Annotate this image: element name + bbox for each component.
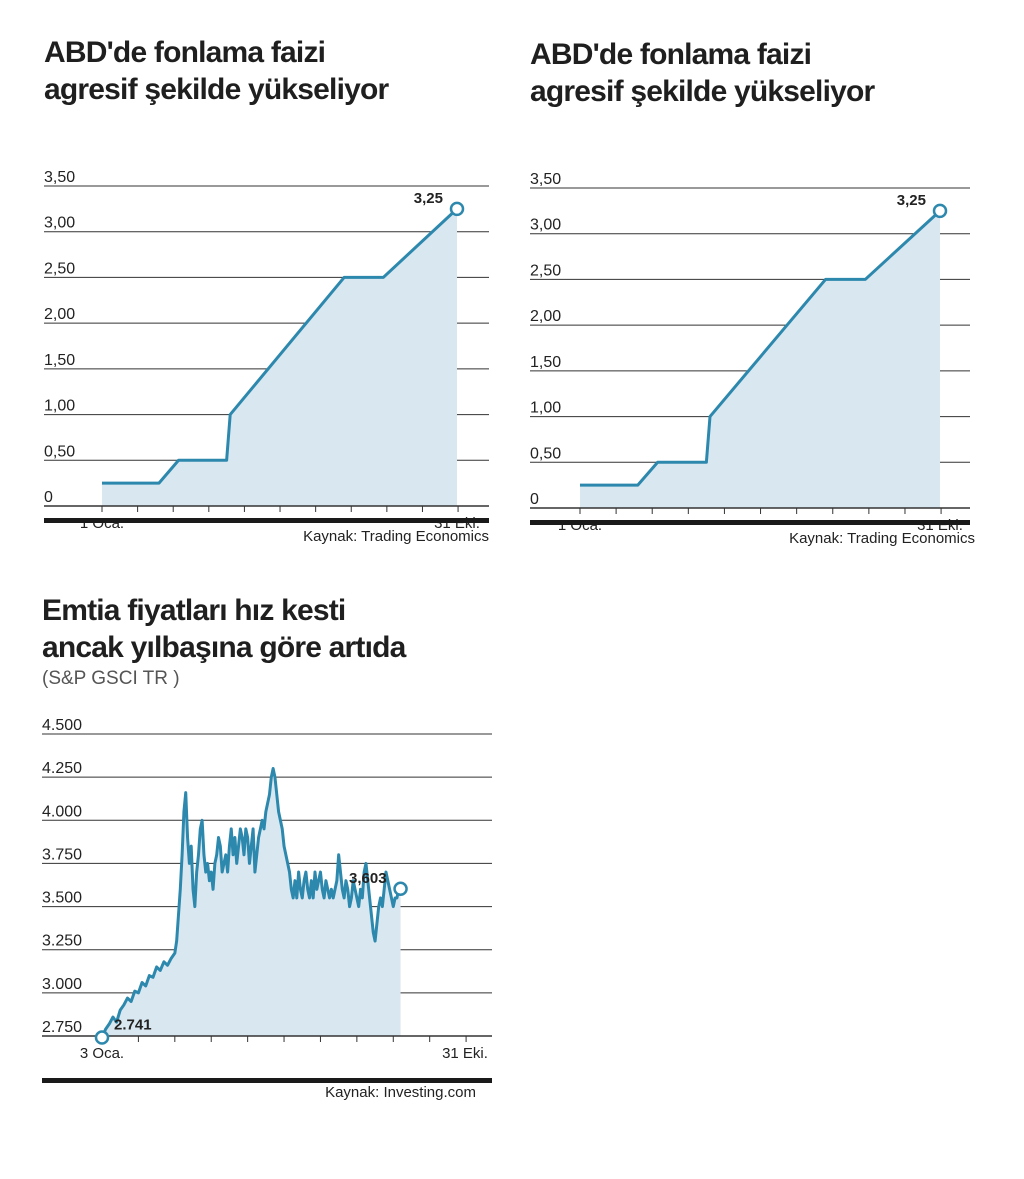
y-tick-label: 3,50: [530, 171, 561, 188]
y-tick-label: 2.750: [42, 1019, 82, 1036]
fed-funds-rate-chart-1: ABD'de fonlama faizi agresif şekilde yük…: [44, 34, 489, 554]
y-tick-label: 3,00: [44, 215, 75, 232]
y-tick-label: 4.500: [42, 717, 82, 734]
y-tick-label: 3.000: [42, 976, 82, 993]
y-tick-label: 4.250: [42, 760, 82, 777]
end-point-marker: [932, 203, 948, 219]
chart-source: Kaynak: Investing.com: [325, 1084, 476, 1101]
chart-title-line-1: ABD'de fonlama faizi: [530, 38, 812, 71]
x-start-label: 3 Oca.: [80, 1045, 124, 1062]
bottom-rule: [530, 520, 970, 525]
x-end-label: 31 Eki.: [442, 1045, 488, 1062]
y-tick-label: 1,00: [44, 398, 75, 415]
x-start-label: 1 Oca.: [80, 515, 124, 532]
y-tick-label: 2,50: [44, 260, 75, 277]
chart-source: Kaynak: Trading Economics: [303, 528, 489, 545]
chart-title-line-1: ABD'de fonlama faizi: [44, 36, 326, 69]
y-tick-label: 0,50: [44, 443, 75, 460]
y-tick-label: 3.500: [42, 890, 82, 907]
chart-subtitle: (S&P GSCI TR ): [42, 668, 180, 689]
y-tick-label: 3.750: [42, 846, 82, 863]
y-tick-label: 1,00: [530, 400, 561, 417]
start-value-label: 2.741: [114, 1017, 152, 1034]
end-value-label: 3,25: [414, 190, 443, 207]
bottom-rule: [42, 1078, 492, 1083]
chart-title-line-2: agresif şekilde yükseliyor: [530, 75, 875, 108]
y-tick-label: 0: [44, 489, 53, 506]
chart-plot: 2.750 3.000 3.250 3.500 3.750 4.000 4.250 4.500…: [42, 717, 492, 1083]
end-value-label: 3,603: [349, 870, 387, 887]
x-start-label: 1 Oca.: [558, 517, 602, 534]
y-tick-label: 0: [530, 491, 539, 508]
y-tick-label: 0,50: [530, 445, 561, 462]
chart-title: ABD'de fonlama faizi agresif şekilde yük…: [530, 36, 975, 110]
chart-title-line-2: ancak yılbaşına göre artıda: [42, 631, 406, 664]
commodity-prices-chart: Emtia fiyatları hız kesti ancak yılbaşın…: [42, 592, 502, 1112]
y-tick-label: 1,50: [44, 352, 75, 369]
end-value-label: 3,25: [897, 192, 926, 209]
chart-plot: 00,501,001,502,002,503,003,503,251 Oca. 3…: [44, 169, 489, 532]
fed-funds-rate-chart-2: ABD'de fonlama faizi agresif şekilde yük…: [530, 36, 975, 556]
chart-title: Emtia fiyatları hız kesti ancak yılbaşın…: [42, 592, 502, 666]
y-tick-label: 4.000: [42, 803, 82, 820]
chart-title-line-1: Emtia fiyatları hız kesti: [42, 594, 346, 627]
y-tick-label: 2,50: [530, 262, 561, 279]
chart-source: Kaynak: Trading Economics: [789, 530, 975, 547]
end-point-marker: [449, 201, 465, 217]
series-line: [102, 207, 459, 485]
bottom-rule: [44, 518, 489, 523]
y-tick-label: 2,00: [44, 306, 75, 323]
y-tick-label: 3,00: [530, 217, 561, 234]
start-point-marker: [94, 1030, 110, 1045]
y-tick-label: 3,50: [44, 169, 75, 186]
y-tick-label: 3.250: [42, 933, 82, 950]
series-line: [100, 767, 401, 1039]
chart-title: ABD'de fonlama faizi agresif şekilde yük…: [44, 34, 489, 108]
chart-plot: 00,501,001,502,002,503,003,503,251 Oca. 3…: [530, 171, 970, 534]
area-fill: [102, 768, 401, 1038]
y-tick-label: 2,00: [530, 308, 561, 325]
end-point-marker: [393, 881, 408, 897]
series-line: [580, 209, 942, 487]
chart-title-line-2: agresif şekilde yükseliyor: [44, 73, 389, 106]
y-tick-label: 1,50: [530, 354, 561, 371]
